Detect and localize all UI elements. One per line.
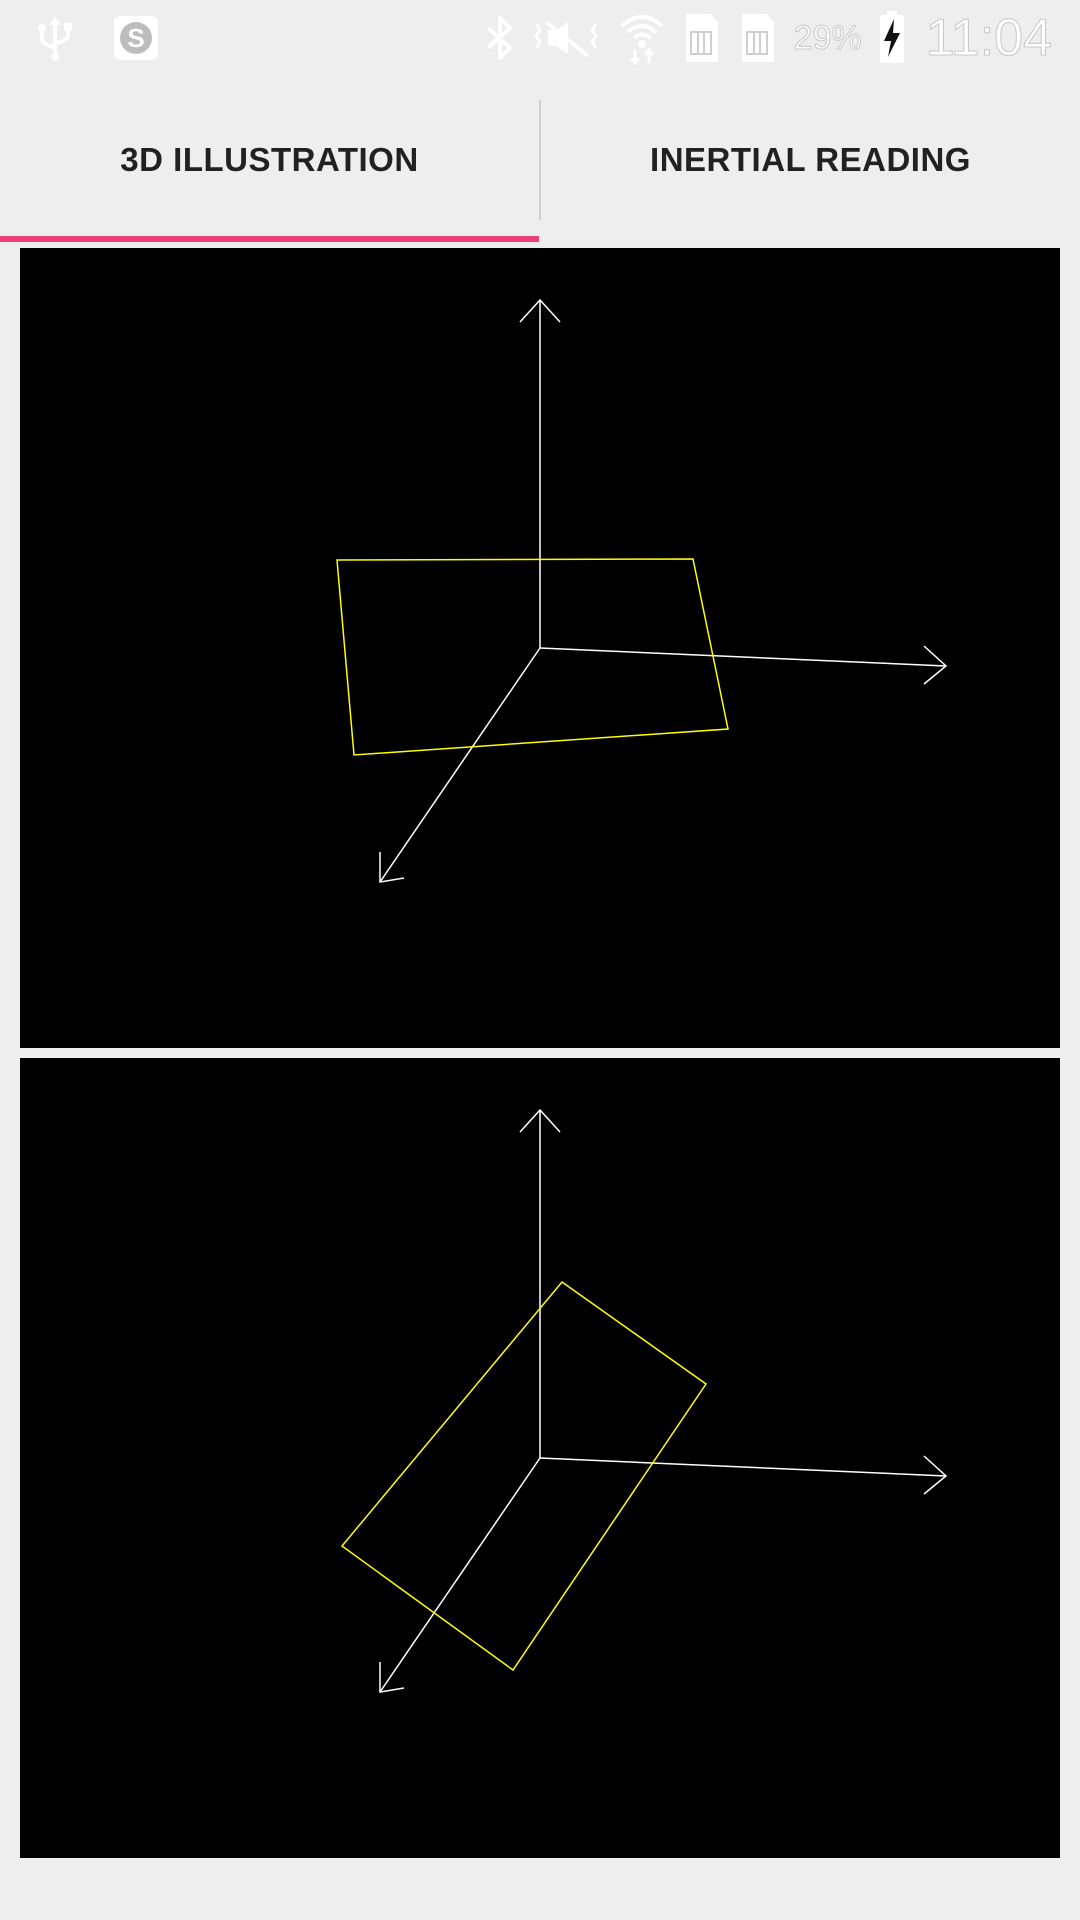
selected-tab-indicator <box>0 236 539 242</box>
clock: 11:04 <box>925 9 1052 68</box>
status-bar: S <box>0 0 1080 76</box>
usb-icon <box>38 15 72 61</box>
y-axis-arrowhead <box>519 298 561 323</box>
x-axis <box>539 647 947 667</box>
skype-icon: S <box>112 14 160 62</box>
z-axis-arrowhead <box>379 1662 405 1693</box>
z-axis <box>379 1457 541 1693</box>
device-plane <box>340 1280 708 1672</box>
z-axis <box>379 647 541 883</box>
3d-canvas-top[interactable] <box>20 248 1060 1048</box>
tab-bar: 3D ILLUSTRATION INERTIAL READING <box>0 76 1080 244</box>
3d-scene-bottom <box>340 1108 948 1693</box>
bluetooth-icon <box>484 14 516 62</box>
tab-inertial-reading[interactable]: INERTIAL READING <box>650 141 971 178</box>
vibrate-mute-icon <box>532 14 602 62</box>
x-axis-arrowhead <box>923 1455 948 1495</box>
battery-percent: 29% <box>793 18 862 57</box>
status-right-icons: 29% 11:04 <box>484 0 1053 76</box>
status-left-icons: S <box>38 0 160 76</box>
svg-text:S: S <box>127 23 144 53</box>
sim2-icon <box>738 12 778 64</box>
tab-3d-illustration[interactable]: 3D ILLUSTRATION <box>120 141 419 178</box>
y-axis-arrowhead <box>519 1108 561 1133</box>
3d-scene-top <box>336 298 948 883</box>
3d-canvas-bottom[interactable] <box>20 1058 1060 1858</box>
z-axis-arrowhead <box>379 852 405 883</box>
x-axis <box>539 1457 947 1477</box>
sim1-icon <box>682 12 722 64</box>
x-axis-arrowhead <box>923 645 948 685</box>
device-plane <box>336 558 729 756</box>
wifi-icon <box>618 10 666 66</box>
battery-charging-icon <box>878 11 906 65</box>
tab-divider <box>539 100 541 220</box>
